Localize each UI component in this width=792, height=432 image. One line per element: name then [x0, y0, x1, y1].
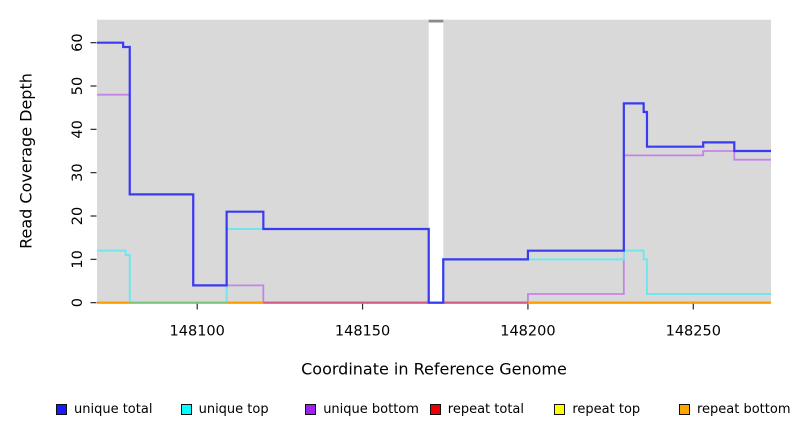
legend-item-unique-bottom: unique bottom [305, 399, 430, 419]
legend-label: unique total [74, 401, 153, 417]
legend-label: unique bottom [323, 401, 419, 417]
legend-swatch-icon [554, 403, 566, 415]
legend: unique total unique top unique bottom repea… [56, 399, 792, 419]
coverage-gap-band [428, 19, 444, 304]
y-tick-label: 30 [70, 163, 86, 181]
legend-swatch-icon [180, 403, 192, 415]
legend-item-repeat-top: repeat top [554, 399, 679, 419]
y-tick-label: 40 [70, 120, 86, 138]
y-tick-label: 60 [70, 33, 86, 51]
legend-item-unique-top: unique top [180, 399, 306, 419]
coverage-plot-canvas: 148100 148150 148200 148250 0 10 20 30 40 50 60 [70, 19, 771, 340]
y-tick-label: 50 [70, 77, 86, 95]
x-tick-label: 148200 [500, 324, 555, 340]
x-axis-title: Coordinate in Reference Genome [301, 359, 567, 379]
legend-label: repeat top [572, 401, 641, 417]
x-tick-label: 148250 [666, 324, 721, 340]
legend-swatch-icon [429, 403, 441, 415]
y-axis-title: Read Coverage Depth [16, 73, 36, 249]
legend-item-repeat-total: repeat total [429, 399, 555, 419]
y-tick-label: 10 [70, 250, 86, 268]
y-tick-label: 0 [70, 298, 86, 307]
legend-label: unique top [198, 401, 269, 417]
y-tick-label: 20 [70, 207, 86, 225]
series-line-unique-total [97, 41, 771, 304]
legend-item-unique-total: unique total [56, 399, 181, 419]
legend-swatch-icon [56, 403, 67, 415]
gap-top-marker [428, 19, 444, 23]
legend-label: repeat bottom [696, 401, 791, 417]
x-tick-label: 148100 [170, 324, 225, 340]
legend-swatch-icon [305, 403, 317, 415]
legend-swatch-icon [678, 403, 690, 415]
legend-label: repeat total [447, 401, 525, 417]
x-tick-label: 148150 [335, 324, 390, 340]
legend-item-repeat-bottom: repeat bottom [678, 399, 792, 419]
